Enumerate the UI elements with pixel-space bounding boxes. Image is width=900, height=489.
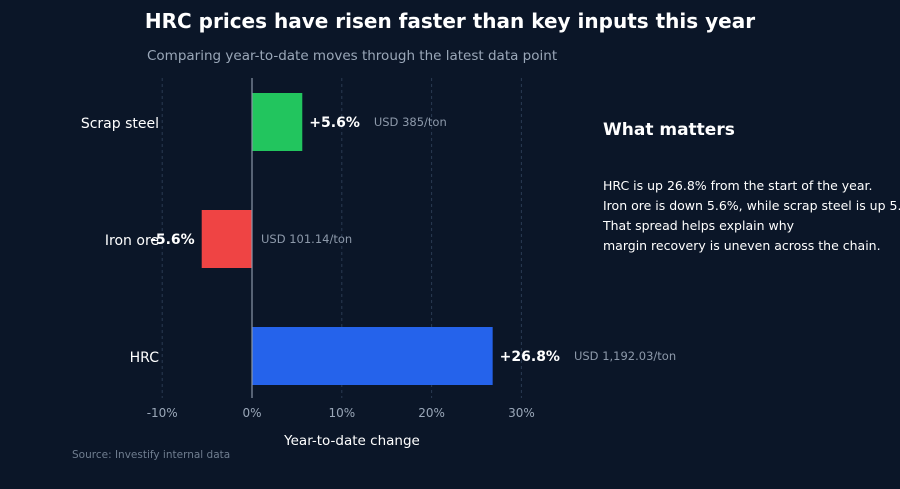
price-label: USD 101.14/ton	[261, 232, 352, 246]
category-label: Scrap steel	[81, 116, 159, 132]
insight-line: That spread helps explain why	[603, 218, 795, 233]
price-label: USD 1,192.03/ton	[574, 349, 676, 363]
value-label: +5.6%	[309, 115, 360, 131]
chart-subtitle: Comparing year-to-date moves through the…	[147, 48, 558, 64]
bar	[201, 210, 252, 268]
price-label: USD 385/ton	[374, 115, 447, 129]
x-tick-label: 10%	[328, 406, 355, 420]
bar	[252, 93, 303, 151]
value-label: +26.8%	[500, 349, 560, 365]
x-tick-label: 0%	[242, 406, 261, 420]
x-tick-label: -10%	[147, 406, 178, 420]
insight-line: Iron ore is down 5.6%, while scrap steel…	[603, 198, 900, 213]
category-label: Iron ore	[105, 233, 159, 249]
insight-line: HRC is up 26.8% from the start of the ye…	[603, 178, 873, 193]
x-axis-label: Year-to-date change	[283, 433, 420, 449]
insight-heading: What matters	[603, 120, 735, 140]
bar	[252, 327, 493, 385]
chart-title: HRC prices have risen faster than key in…	[144, 9, 756, 33]
insight-body: HRC is up 26.8% from the start of the ye…	[603, 176, 900, 256]
x-tick-label: 30%	[508, 406, 535, 420]
value-label: -5.6%	[150, 232, 195, 248]
source-note: Source: Investify internal data	[72, 449, 231, 461]
category-label: HRC	[130, 350, 160, 366]
insight-line: margin recovery is uneven across the cha…	[603, 238, 881, 253]
x-tick-label: 20%	[418, 406, 445, 420]
